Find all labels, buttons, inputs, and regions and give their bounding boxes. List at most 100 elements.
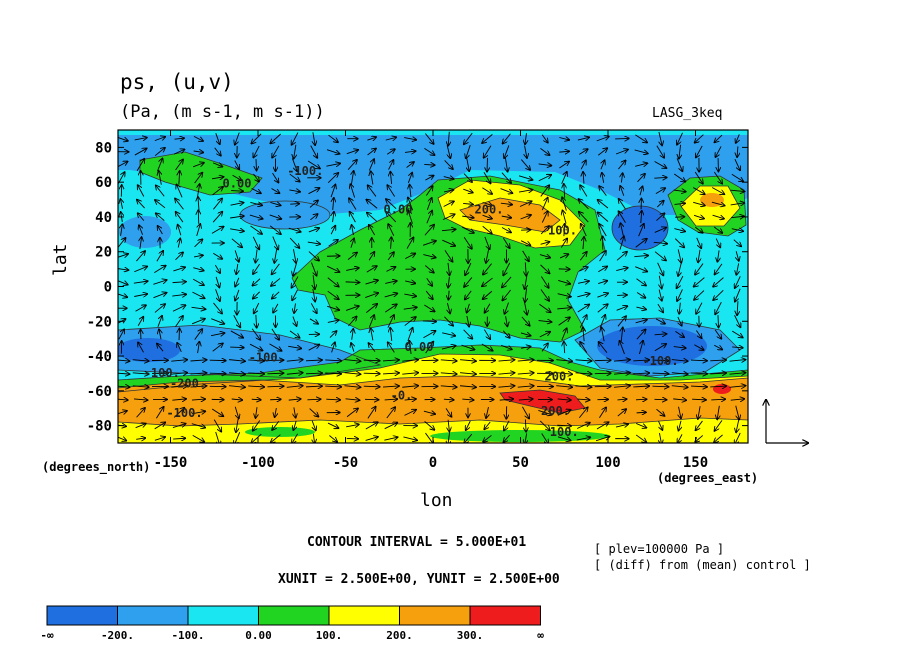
- wind-vector: [659, 421, 663, 430]
- wind-vector: [525, 433, 527, 443]
- wind-vector: [214, 147, 221, 156]
- wind-vector: [386, 267, 395, 272]
- wind-vector: [118, 161, 127, 168]
- contour-label: 0.00: [405, 340, 434, 354]
- wind-vector: [198, 342, 200, 354]
- wind-vector: [134, 148, 147, 156]
- wind-vector: [384, 293, 398, 298]
- y-tick-label: -60: [87, 384, 112, 400]
- wind-vector: [407, 173, 412, 184]
- wind-vector: [344, 360, 361, 362]
- x-tick-label: 0: [429, 455, 437, 471]
- wind-vector: [500, 203, 512, 204]
- wind-vector: [138, 185, 145, 197]
- wind-vector: [269, 225, 281, 234]
- wind-vector: [214, 264, 220, 273]
- x-unit-label: (degrees_east): [657, 471, 759, 485]
- wind-vector: [309, 408, 319, 417]
- wind-vector: [387, 252, 394, 261]
- wind-vector: [656, 213, 664, 221]
- wind-vector: [464, 132, 473, 144]
- wind-vector: [326, 399, 340, 400]
- wind-vector: [211, 318, 224, 324]
- wind-vector: [118, 399, 128, 400]
- wind-vector: [213, 302, 222, 314]
- wind-vector: [233, 315, 241, 327]
- wind-vector: [557, 294, 571, 297]
- wind-vector: [525, 133, 526, 144]
- wind-vector: [595, 437, 609, 442]
- wind-vector: [557, 436, 571, 441]
- colorbar-label: ∞: [537, 629, 544, 642]
- wind-vector: [289, 173, 300, 182]
- wind-vector: [286, 373, 303, 375]
- wind-vector: [696, 330, 701, 339]
- wind-vector: [540, 289, 549, 301]
- wind-vector: [541, 134, 548, 143]
- wind-vector: [291, 158, 297, 171]
- wind-vector: [387, 185, 396, 197]
- wind-vector: [271, 188, 280, 194]
- contour-label: 100.: [550, 425, 579, 439]
- wind-vector: [503, 434, 510, 442]
- wind-vector: [410, 185, 411, 198]
- wind-vector: [653, 242, 667, 243]
- wind-vector: [367, 407, 376, 419]
- wind-vector: [269, 214, 282, 219]
- wind-vector: [286, 360, 303, 362]
- wind-vector: [425, 432, 433, 443]
- wind-vector: [579, 315, 586, 328]
- wind-vector: [575, 386, 592, 387]
- wind-vector: [309, 200, 318, 208]
- wind-vector: [329, 331, 337, 338]
- wind-vector: [730, 216, 744, 217]
- wind-vector: [171, 386, 187, 387]
- wind-vector: [559, 254, 568, 258]
- wind-vector: [459, 373, 476, 374]
- wind-vector: [159, 329, 161, 340]
- wind-vector: [695, 263, 704, 275]
- wind-vector: [638, 341, 643, 355]
- wind-vector: [694, 226, 703, 233]
- wind-vector: [138, 213, 145, 221]
- wind-vector: [424, 265, 434, 273]
- wind-vector: [729, 373, 746, 375]
- wind-vector: [230, 203, 244, 206]
- wind-vector: [253, 173, 259, 182]
- wind-vector: [502, 237, 509, 248]
- wind-vector: [731, 173, 743, 181]
- wind-vector: [522, 406, 529, 419]
- wind-vector: [171, 373, 187, 374]
- wind-vector: [391, 237, 392, 249]
- wind-vector: [275, 407, 277, 417]
- wind-vector: [636, 292, 645, 298]
- wind-vector: [347, 160, 357, 171]
- wind-vector: [715, 146, 722, 157]
- wind-vector: [176, 212, 184, 223]
- wind-vector: [425, 186, 432, 196]
- wind-vector: [583, 328, 584, 342]
- wind-vector: [583, 172, 584, 184]
- wind-vector: [577, 294, 589, 297]
- wind-vector: [330, 185, 335, 198]
- wind-vector: [641, 211, 642, 224]
- wind-vector: [134, 138, 147, 140]
- wind-vector: [288, 399, 301, 400]
- colorbar-label: 100.: [316, 629, 343, 642]
- chart-title: ps, (u,v): [120, 70, 234, 94]
- wind-vector: [692, 399, 706, 400]
- wind-vector: [655, 318, 665, 324]
- wind-vector: [484, 236, 490, 249]
- fill-south-low1: [118, 338, 180, 362]
- wind-vector: [289, 190, 300, 192]
- wind-vector: [580, 185, 588, 197]
- wind-vector: [448, 419, 449, 432]
- wind-vector: [659, 131, 662, 145]
- wind-vector: [404, 317, 416, 326]
- wind-vector: [599, 186, 607, 196]
- wind-vector: [599, 224, 607, 237]
- wind-vector: [228, 386, 245, 388]
- wind-vector: [402, 373, 418, 375]
- wind-vector: [172, 294, 186, 296]
- wind-vector: [251, 328, 260, 340]
